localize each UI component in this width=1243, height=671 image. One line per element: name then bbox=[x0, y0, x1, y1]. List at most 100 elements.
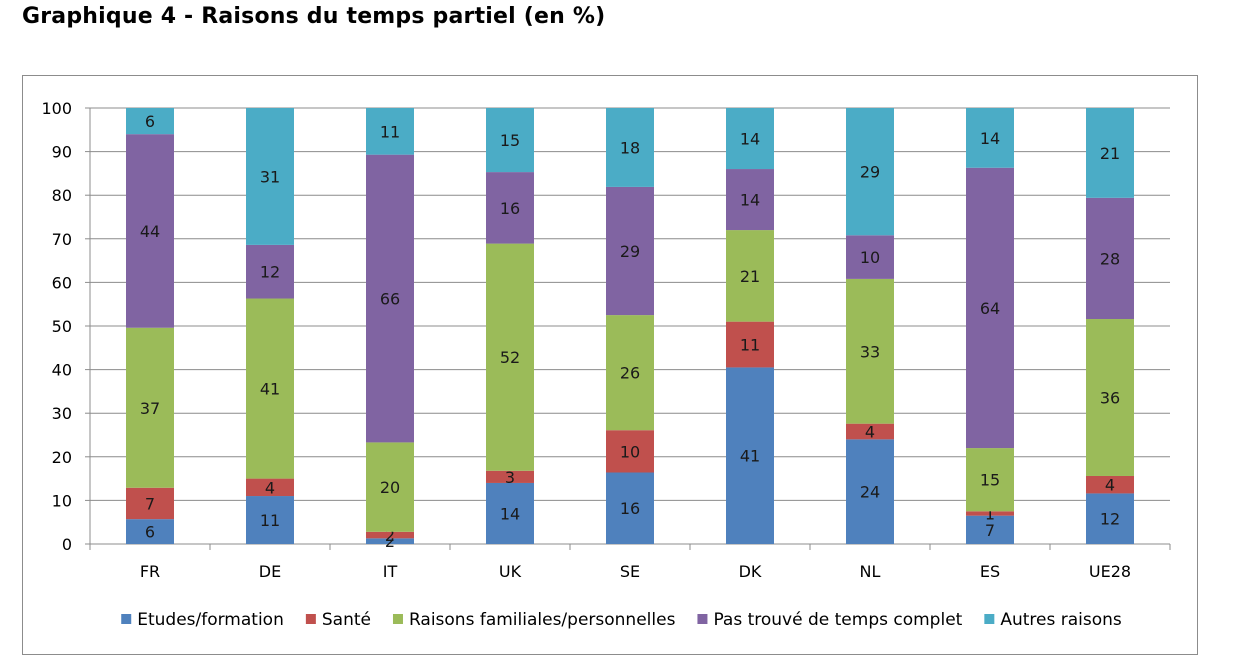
bar-segment bbox=[1086, 493, 1134, 544]
data-label: 20 bbox=[380, 478, 400, 497]
legend-label: Pas trouvé de temps complet bbox=[713, 610, 962, 630]
bar-segment bbox=[846, 278, 894, 424]
bar-segment bbox=[966, 167, 1014, 449]
x-tick-label: FR bbox=[140, 562, 160, 581]
data-label: 4 bbox=[1105, 476, 1115, 495]
data-label: 29 bbox=[620, 242, 640, 261]
bar-segment bbox=[366, 442, 414, 532]
data-label: 11 bbox=[740, 336, 760, 355]
y-tick-label: 70 bbox=[52, 230, 72, 249]
bar-segment bbox=[246, 108, 294, 245]
y-tick-label: 100 bbox=[41, 99, 72, 118]
x-tick-label: DE bbox=[259, 562, 281, 581]
data-label: 6 bbox=[145, 523, 155, 542]
data-label: 14 bbox=[980, 129, 1000, 148]
bar-segment bbox=[1086, 475, 1134, 494]
data-label: 26 bbox=[620, 364, 640, 383]
x-tick-label: UE28 bbox=[1089, 562, 1131, 581]
bar-segment bbox=[966, 515, 1014, 544]
y-tick-label: 0 bbox=[62, 535, 72, 554]
data-label: 2 bbox=[385, 532, 395, 551]
bar-segment bbox=[726, 367, 774, 544]
bar-segment bbox=[606, 472, 654, 544]
legend-swatch bbox=[305, 614, 316, 624]
data-label: 24 bbox=[860, 483, 880, 502]
bar-segment bbox=[246, 298, 294, 479]
data-label: 36 bbox=[1100, 389, 1120, 408]
x-tick-label: DK bbox=[739, 562, 762, 581]
bar-segment bbox=[846, 235, 894, 279]
data-label: 12 bbox=[1100, 510, 1120, 529]
data-label: 28 bbox=[1100, 249, 1120, 268]
bar-segment bbox=[486, 243, 534, 471]
data-label: 41 bbox=[260, 380, 280, 399]
y-tick-label: 20 bbox=[52, 448, 72, 467]
y-tick-label: 90 bbox=[52, 143, 72, 162]
data-label: 10 bbox=[860, 248, 880, 267]
bar-segment bbox=[126, 108, 174, 135]
bar-segment bbox=[486, 108, 534, 173]
data-label: 12 bbox=[260, 263, 280, 282]
legend-label: Etudes/formation bbox=[137, 610, 284, 630]
data-label: 29 bbox=[860, 163, 880, 182]
data-label: 2 bbox=[385, 526, 395, 545]
data-label: 14 bbox=[740, 191, 760, 210]
bar-segment bbox=[846, 439, 894, 544]
legend-swatch bbox=[121, 614, 132, 624]
bar-segment bbox=[846, 108, 894, 236]
data-label: 41 bbox=[740, 447, 760, 466]
bar-segment bbox=[1086, 108, 1134, 198]
data-label: 33 bbox=[860, 342, 880, 361]
data-label: 44 bbox=[140, 222, 160, 241]
data-label: 14 bbox=[740, 130, 760, 149]
bar-segment bbox=[366, 531, 414, 539]
data-label: 14 bbox=[500, 504, 520, 523]
legend-label: Autres raisons bbox=[1000, 610, 1122, 630]
data-label: 31 bbox=[260, 167, 280, 186]
x-tick-label: NL bbox=[860, 562, 881, 581]
bar-segment bbox=[1086, 197, 1134, 320]
y-tick-label: 40 bbox=[52, 361, 72, 380]
legend-swatch bbox=[697, 614, 708, 624]
data-label: 7 bbox=[985, 521, 995, 540]
bar-segment bbox=[846, 423, 894, 440]
data-label: 4 bbox=[865, 423, 875, 442]
x-tick-label: SE bbox=[620, 562, 640, 581]
bar-segment bbox=[966, 448, 1014, 512]
bar-segment bbox=[966, 108, 1014, 168]
bar-segment bbox=[966, 511, 1014, 516]
bar-segment bbox=[366, 538, 414, 544]
bar-segment bbox=[126, 327, 174, 488]
data-label: 11 bbox=[380, 122, 400, 141]
data-label: 11 bbox=[260, 511, 280, 530]
legend-label: Raisons familiales/personnelles bbox=[409, 610, 676, 630]
bar-segment bbox=[726, 230, 774, 322]
y-tick-label: 10 bbox=[52, 491, 72, 510]
bar-segment bbox=[606, 315, 654, 431]
bar-segment bbox=[726, 108, 774, 170]
data-label: 15 bbox=[980, 471, 1000, 490]
bar-segment bbox=[246, 244, 294, 299]
bar-segment bbox=[726, 321, 774, 368]
bar-segment bbox=[606, 430, 654, 473]
x-tick-label: IT bbox=[383, 562, 398, 581]
chart-title: Graphique 4 - Raisons du temps partiel (… bbox=[22, 4, 606, 29]
bar-segment bbox=[126, 487, 174, 520]
data-label: 7 bbox=[145, 494, 155, 513]
data-label: 37 bbox=[140, 399, 160, 418]
data-label: 6 bbox=[145, 112, 155, 131]
x-tick-label: UK bbox=[499, 562, 522, 581]
bar-segment bbox=[606, 186, 654, 316]
data-label: 4 bbox=[265, 478, 275, 497]
bar-segment bbox=[1086, 319, 1134, 476]
data-label: 10 bbox=[620, 442, 640, 461]
bar-segment bbox=[366, 108, 414, 155]
legend-swatch bbox=[392, 614, 403, 624]
bar-segment bbox=[126, 134, 174, 328]
data-label: 21 bbox=[740, 267, 760, 286]
data-label: 64 bbox=[980, 299, 1000, 318]
bar-segment bbox=[486, 172, 534, 244]
bar-segment bbox=[486, 470, 534, 483]
x-tick-label: ES bbox=[980, 562, 1000, 581]
